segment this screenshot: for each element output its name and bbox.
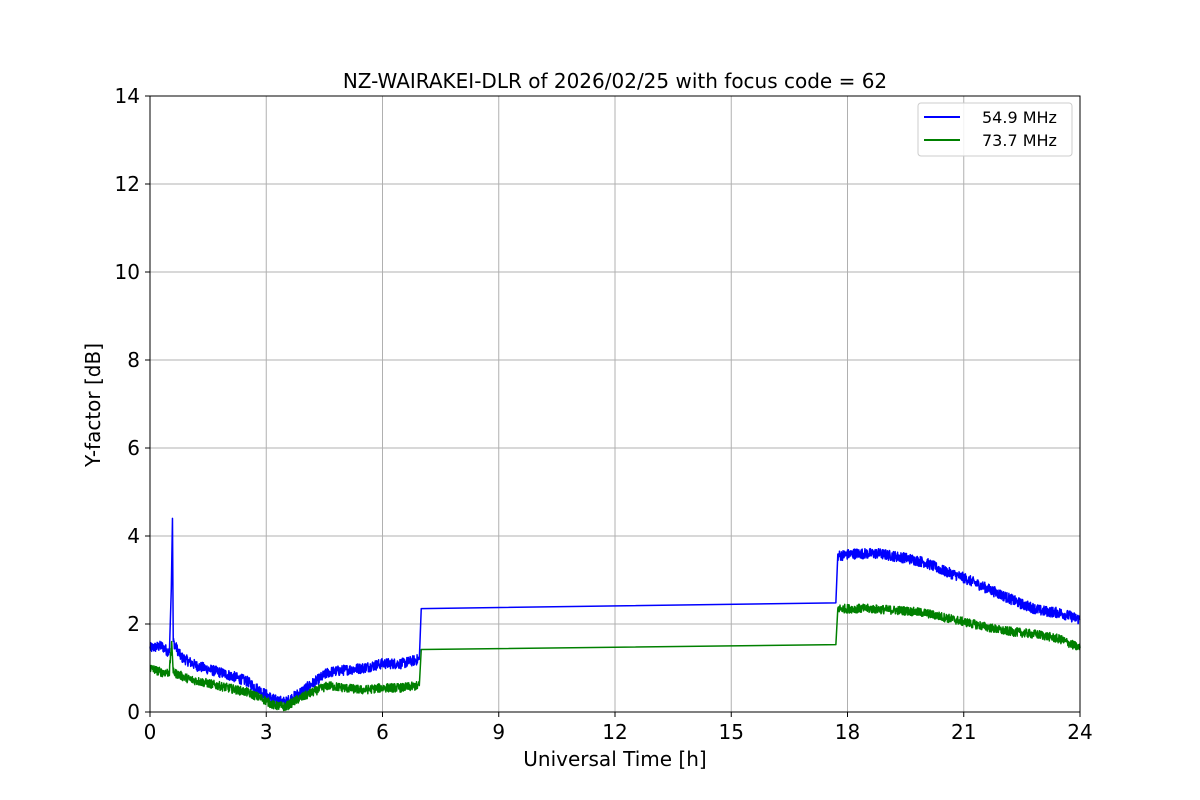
x-tick-label: 3 bbox=[260, 720, 273, 744]
chart-title: NZ-WAIRAKEI-DLR of 2026/02/25 with focus… bbox=[343, 69, 887, 93]
x-tick-label: 18 bbox=[835, 720, 860, 744]
x-axis-label: Universal Time [h] bbox=[523, 747, 706, 771]
y-tick-label: 0 bbox=[127, 700, 140, 724]
y-tick-label: 8 bbox=[127, 348, 140, 372]
series-line-54-9-mhz bbox=[149, 517, 1081, 708]
x-tick-label: 0 bbox=[144, 720, 157, 744]
x-tick-label: 12 bbox=[602, 720, 627, 744]
legend: 54.9 MHz 73.7 MHz bbox=[917, 102, 1073, 157]
series-line-73-7-mhz bbox=[149, 603, 1081, 712]
legend-label-73-7-mhz: 73.7 MHz bbox=[982, 131, 1057, 150]
y-tick-label: 12 bbox=[115, 172, 140, 196]
x-tick-label: 9 bbox=[492, 720, 505, 744]
data-series-layer bbox=[149, 517, 1081, 712]
y-tick-label: 2 bbox=[127, 612, 140, 636]
x-tick-label: 6 bbox=[376, 720, 389, 744]
x-tick-label: 21 bbox=[951, 720, 976, 744]
legend-label-54-9-mhz: 54.9 MHz bbox=[982, 108, 1057, 127]
y-tick-label: 4 bbox=[127, 524, 140, 548]
x-tick-label: 24 bbox=[1067, 720, 1092, 744]
y-tick-label: 10 bbox=[115, 260, 140, 284]
y-axis-label: Y-factor [dB] bbox=[81, 343, 105, 468]
x-tick-label: 15 bbox=[719, 720, 744, 744]
y-tick-label: 14 bbox=[115, 84, 140, 108]
y-tick-label: 6 bbox=[127, 436, 140, 460]
